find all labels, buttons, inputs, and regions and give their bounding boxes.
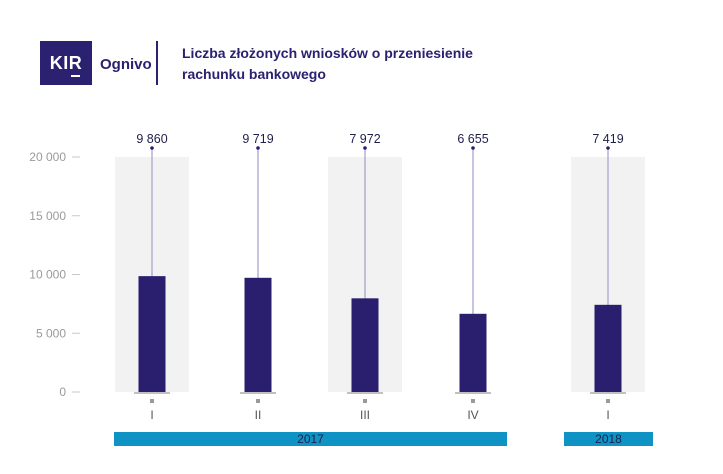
value-marker-dot (471, 146, 475, 150)
value-label: 9 719 (242, 132, 273, 146)
category-label: I (606, 408, 609, 422)
category-marker (606, 399, 610, 403)
y-tick-label: 20 000 (29, 150, 66, 164)
bar (594, 304, 622, 392)
value-marker-dot (256, 146, 260, 150)
value-marker-dot (363, 146, 367, 150)
logo-text: KIR (49, 53, 83, 73)
year-bar (564, 432, 653, 446)
value-label: 7 419 (592, 132, 623, 146)
header-divider (156, 41, 158, 85)
y-tick-label: 15 000 (29, 209, 66, 223)
year-bar (114, 432, 507, 446)
value-label: 9 860 (136, 132, 167, 146)
category-marker (150, 399, 154, 403)
bar (351, 298, 379, 392)
year-label: 2017 (297, 432, 324, 446)
chart-title: Liczba złożonych wniosków o przeniesieni… (182, 45, 473, 82)
category-label: III (360, 408, 370, 422)
logo-underline (71, 75, 80, 77)
brand-name: Ognivo (100, 56, 152, 73)
category-label: I (150, 408, 153, 422)
value-marker-dot (606, 146, 610, 150)
category-marker (256, 399, 260, 403)
value-label: 6 655 (457, 132, 488, 146)
value-marker-dot (150, 146, 154, 150)
kir-logo: KIR (40, 41, 92, 85)
bar (459, 313, 487, 392)
y-tick-label: 10 000 (29, 268, 66, 282)
year-label: 2018 (595, 432, 622, 446)
value-label: 7 972 (349, 132, 380, 146)
bar (244, 277, 272, 392)
y-tick-label: 0 (59, 385, 66, 399)
category-marker (471, 399, 475, 403)
category-label: II (255, 408, 262, 422)
category-label: IV (467, 408, 478, 422)
y-tick-label: 5 000 (36, 326, 66, 340)
bar (138, 276, 166, 392)
category-marker (363, 399, 367, 403)
